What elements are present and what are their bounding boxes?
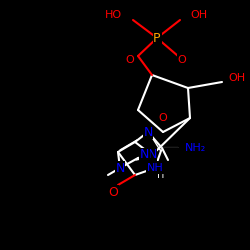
Text: H: H [157, 170, 164, 180]
Text: O: O [108, 186, 118, 198]
Text: NH₂: NH₂ [185, 143, 206, 153]
Text: N: N [150, 162, 160, 174]
Text: HO: HO [105, 10, 122, 20]
Text: P: P [153, 32, 161, 44]
Text: OH: OH [228, 73, 245, 83]
Text: N: N [115, 162, 125, 174]
Text: OH: OH [190, 10, 207, 20]
Text: O: O [126, 55, 134, 65]
Text: O: O [178, 55, 186, 65]
Text: N: N [140, 148, 149, 162]
Text: N: N [147, 148, 157, 162]
Text: O: O [159, 113, 168, 123]
Text: N: N [143, 126, 153, 138]
Text: NH: NH [146, 163, 164, 173]
